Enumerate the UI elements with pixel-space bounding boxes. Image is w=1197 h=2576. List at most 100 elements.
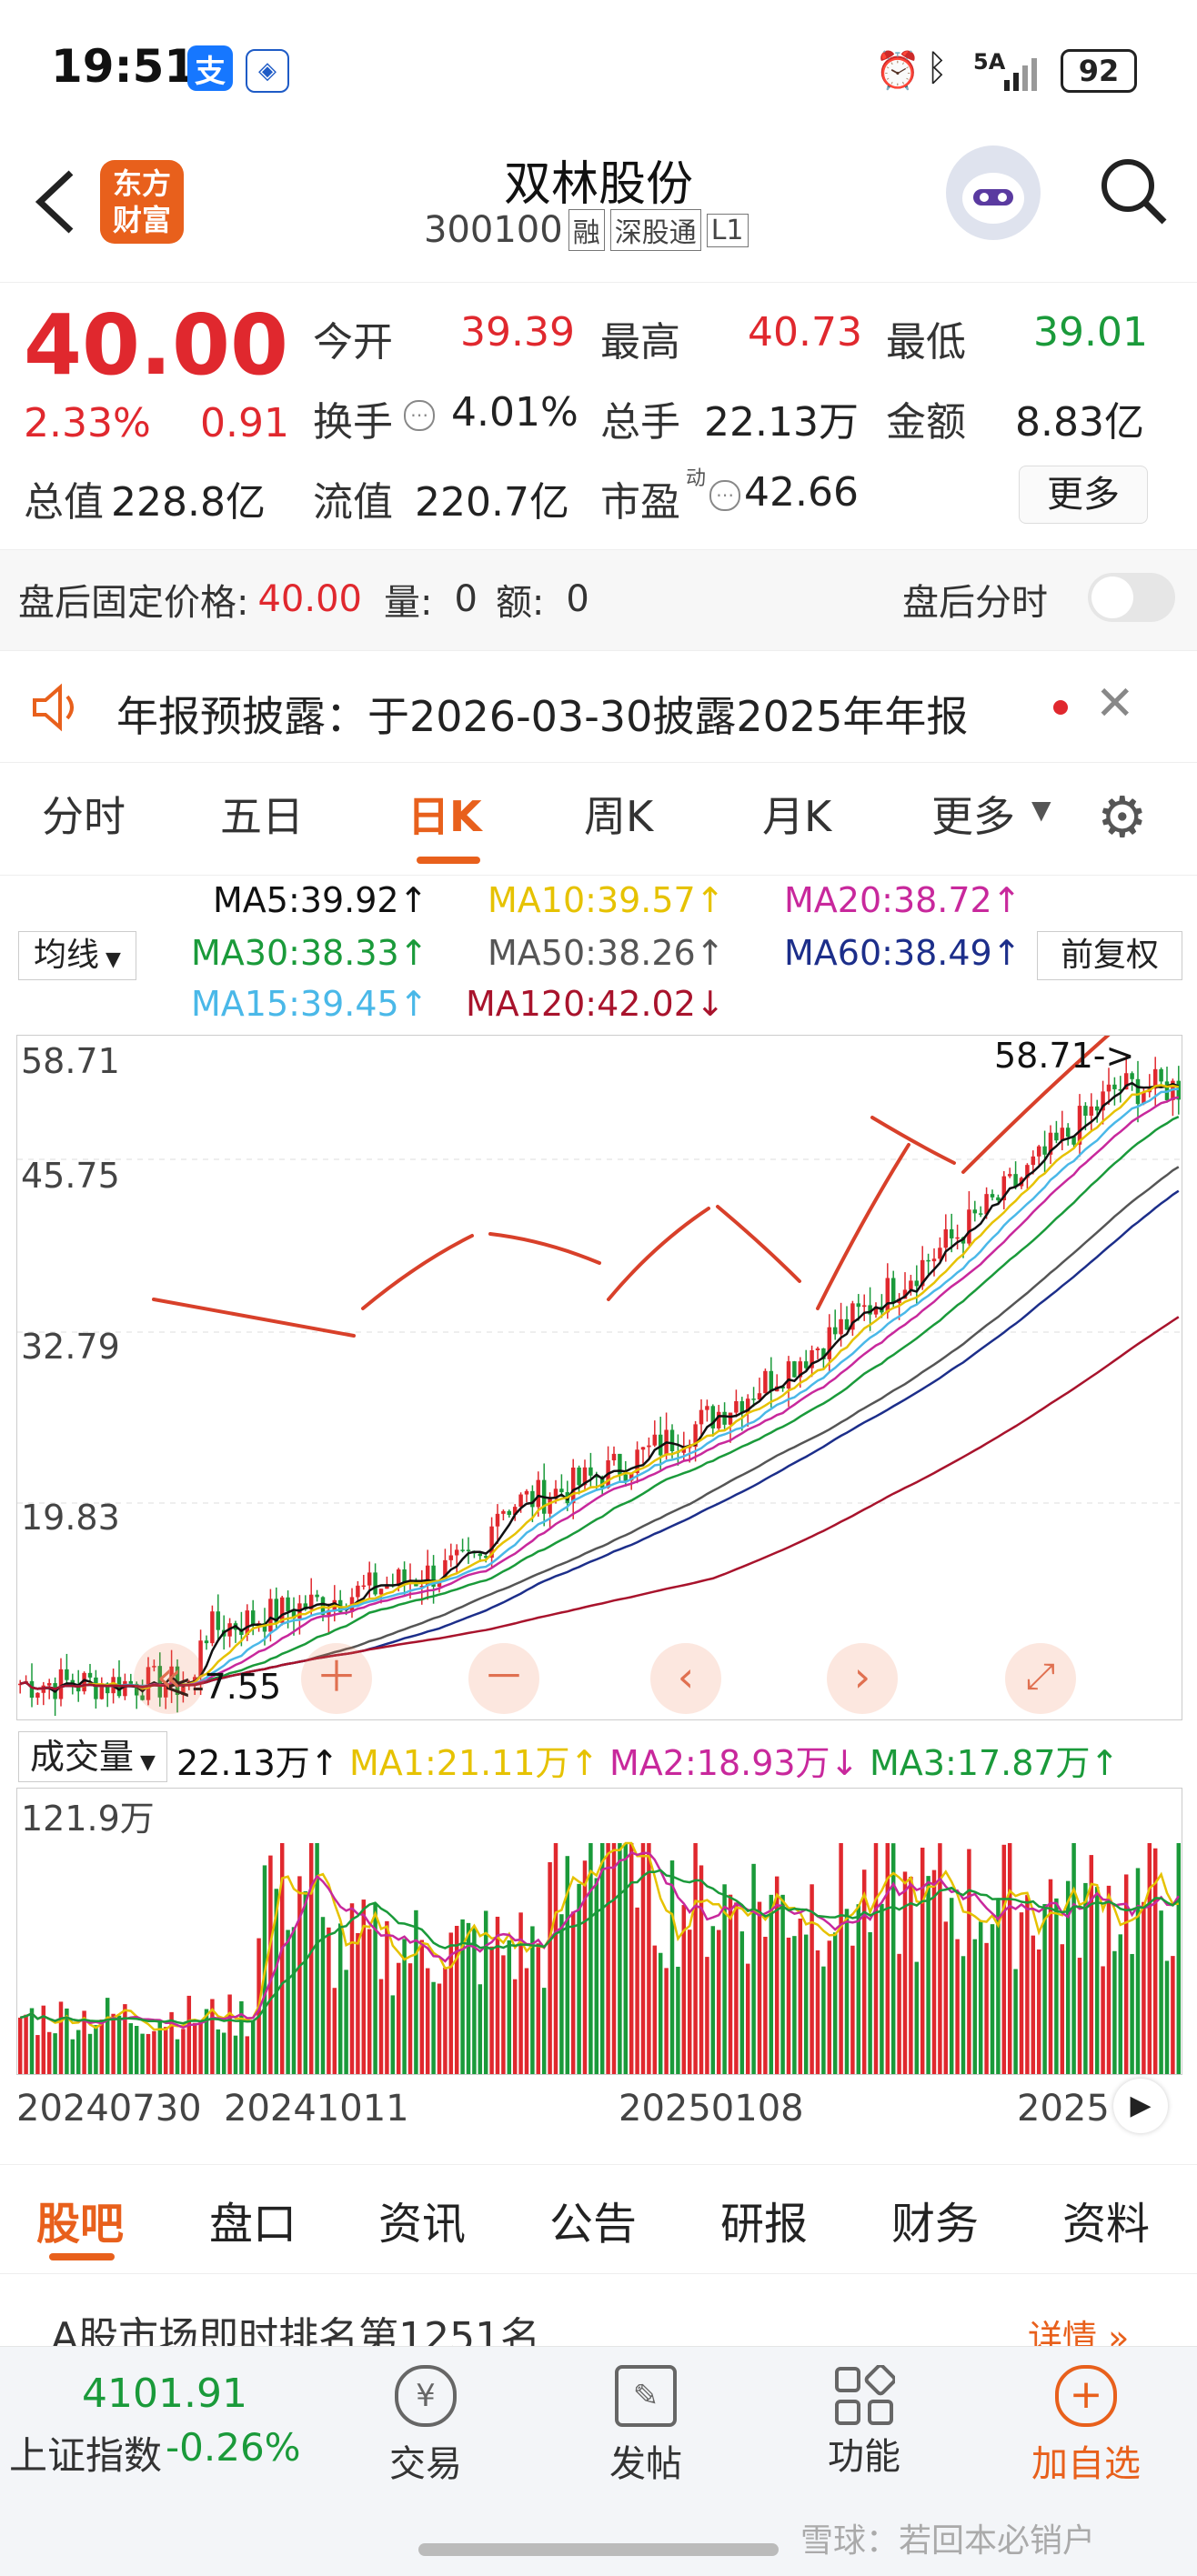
tab-minute[interactable]: 分时 bbox=[42, 792, 126, 841]
volume-chart[interactable]: 121.9万 bbox=[16, 1788, 1182, 2075]
tab-announcement[interactable]: 公告 bbox=[549, 2199, 638, 2250]
rewind-button[interactable]: « bbox=[134, 1643, 205, 1714]
tab-finance[interactable]: 财务 bbox=[891, 2199, 980, 2250]
volume-bar bbox=[128, 2023, 134, 2074]
tab-news[interactable]: 资讯 bbox=[378, 2199, 467, 2250]
volume-bar bbox=[1060, 1944, 1065, 2074]
zoom-in-button[interactable]: ＋ bbox=[301, 1643, 372, 1714]
fullscreen-button[interactable]: ⤢ bbox=[1005, 1643, 1076, 1714]
after-hours-info: 盘后固定价格: 40.00 量: 0 额: 0 bbox=[18, 573, 589, 626]
volume-bar bbox=[599, 1843, 605, 2074]
tab-research[interactable]: 研报 bbox=[720, 2199, 809, 2250]
volume-bar bbox=[926, 1876, 930, 2074]
volume-ma1: MA1:21.11万↑ bbox=[349, 1743, 599, 1783]
volume-bar bbox=[880, 1903, 884, 2074]
candle-body bbox=[530, 1490, 535, 1508]
volume-bar bbox=[664, 1968, 669, 2074]
search-icon[interactable] bbox=[1095, 153, 1172, 233]
gear-icon[interactable]: ⚙ bbox=[1097, 784, 1148, 850]
zoom-out-button[interactable]: － bbox=[468, 1643, 539, 1714]
tab-more[interactable]: 更多 bbox=[931, 792, 1015, 841]
volume-bar bbox=[1071, 1843, 1076, 2074]
ma5-line bbox=[19, 1081, 1180, 1693]
candle-body bbox=[699, 1409, 704, 1425]
close-icon[interactable]: ✕ bbox=[1095, 677, 1135, 731]
after-hours-vol: 0 bbox=[454, 578, 478, 620]
add-watchlist-button[interactable]: + 加自选 bbox=[1013, 2365, 1159, 2487]
candle-body bbox=[146, 1667, 151, 1700]
candle-body bbox=[623, 1474, 629, 1481]
avatar[interactable] bbox=[946, 145, 1041, 240]
candle-body bbox=[291, 1611, 297, 1619]
volume-bar bbox=[611, 1843, 617, 2074]
candle-body bbox=[460, 1549, 465, 1551]
tab-monthly-k[interactable]: 月K bbox=[762, 792, 832, 841]
bluetooth-icon: ᛒ bbox=[926, 47, 948, 89]
tab-orderbook[interactable]: 盘口 bbox=[209, 2199, 297, 2250]
volume-bar bbox=[1159, 1910, 1163, 2074]
pe-info-icon[interactable]: ⋯ bbox=[709, 480, 740, 511]
volume-bar bbox=[1130, 1953, 1134, 2074]
after-hours-toggle[interactable] bbox=[1088, 573, 1175, 622]
open-value: 39.39 bbox=[460, 309, 575, 356]
volume-bar bbox=[46, 2031, 52, 2074]
candle-body bbox=[1071, 1137, 1076, 1145]
edit-icon: ✎ bbox=[615, 2365, 677, 2427]
volume-bar bbox=[669, 1860, 675, 2074]
volume-bar bbox=[483, 1910, 488, 2074]
tab-weekly-k[interactable]: 周K bbox=[584, 792, 654, 841]
candle-body bbox=[570, 1467, 576, 1504]
volume-current: 22.13万↑ bbox=[176, 1743, 339, 1783]
candle-body bbox=[786, 1361, 791, 1388]
adjust-button[interactable]: 前复权 bbox=[1037, 931, 1182, 980]
info-icon[interactable]: ⋯ bbox=[404, 400, 435, 431]
tab-five-day[interactable]: 五日 bbox=[220, 792, 304, 841]
float-value: 220.7亿 bbox=[415, 479, 569, 526]
volume-bar bbox=[570, 1911, 576, 2074]
kline-chart[interactable]: 58.71 45.75 32.79 19.83 58.71-> <-7.55 «… bbox=[16, 1035, 1182, 1720]
candle-body bbox=[140, 1695, 145, 1700]
function-button[interactable]: 功能 bbox=[810, 2363, 919, 2480]
low-value: 39.01 bbox=[1033, 309, 1148, 356]
index-name[interactable]: 上证指数 bbox=[9, 2433, 163, 2478]
annotation-stroke bbox=[816, 1143, 910, 1310]
tab-daily-k[interactable]: 日K bbox=[407, 792, 482, 841]
candle-body bbox=[856, 1303, 861, 1308]
ma-select[interactable]: 均线 ▼ bbox=[18, 931, 136, 980]
tag-connect: 深股通 bbox=[609, 209, 701, 251]
rank-detail-link[interactable]: 详情 » bbox=[1028, 2318, 1130, 2346]
amount-label: 金额 bbox=[886, 399, 966, 446]
volume-bar bbox=[873, 1843, 879, 2074]
candle-body bbox=[815, 1348, 820, 1350]
index-value[interactable]: 4101.91 bbox=[82, 2371, 247, 2417]
date-label-4: 2025 bbox=[1017, 2088, 1110, 2130]
volume-bar bbox=[157, 2020, 163, 2074]
volume-bar bbox=[1031, 1935, 1036, 2074]
volume-bar bbox=[250, 2020, 256, 2074]
post-button[interactable]: ✎ 发帖 bbox=[591, 2365, 700, 2487]
volume-bar bbox=[798, 1919, 803, 2074]
scroll-right-button[interactable]: › bbox=[827, 1643, 898, 1714]
volume-bar bbox=[466, 1922, 471, 2074]
back-button[interactable] bbox=[31, 165, 78, 252]
float-label: 流值 bbox=[313, 479, 393, 526]
candle-body bbox=[926, 1259, 930, 1262]
scroll-left-button[interactable]: ‹ bbox=[650, 1643, 721, 1714]
tab-profile[interactable]: 资料 bbox=[1062, 2199, 1151, 2250]
candle-body bbox=[286, 1597, 290, 1612]
volume-select[interactable]: 成交量 ▼ bbox=[18, 1731, 167, 1782]
change-value: 0.91 bbox=[200, 400, 289, 446]
play-icon[interactable]: ▶ bbox=[1113, 2079, 1168, 2133]
more-button[interactable]: 更多 bbox=[1019, 466, 1148, 524]
bank-icon: ◈ bbox=[246, 49, 289, 93]
volume-bar bbox=[152, 2030, 156, 2074]
candle-body bbox=[82, 1672, 86, 1692]
volume-bar bbox=[1106, 1885, 1112, 2074]
candle-body bbox=[629, 1473, 634, 1481]
trade-button[interactable]: ¥ 交易 bbox=[371, 2365, 480, 2487]
index-change[interactable]: -0.26% bbox=[166, 2425, 301, 2470]
candle-body bbox=[1031, 1156, 1036, 1166]
notice-text[interactable]: 年报预披露：于2026-03-30披露2025年年报 bbox=[116, 692, 969, 741]
tab-forum[interactable]: 股吧 bbox=[36, 2199, 125, 2250]
candle-body bbox=[425, 1565, 430, 1587]
